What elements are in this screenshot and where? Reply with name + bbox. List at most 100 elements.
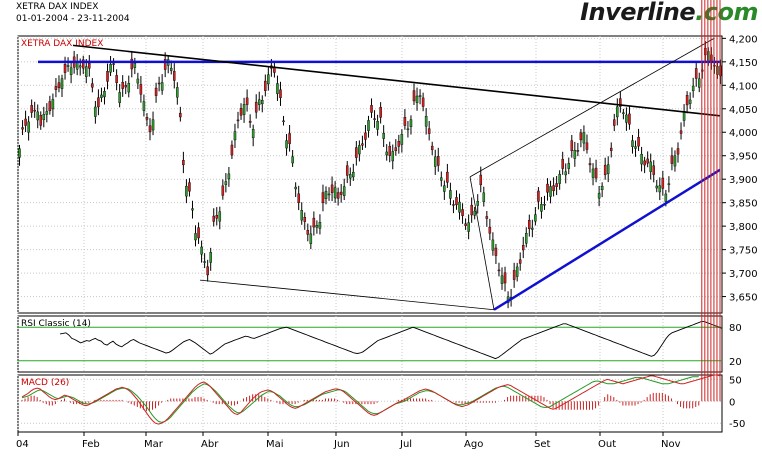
candle-body <box>497 269 501 272</box>
candle-body <box>33 109 36 112</box>
candle-body <box>239 108 243 116</box>
candle-body <box>227 173 231 180</box>
candle-body <box>461 209 464 216</box>
candle-body <box>100 94 103 98</box>
candle-body <box>540 204 543 212</box>
candle-body <box>464 223 467 226</box>
candle-body <box>361 143 364 146</box>
candle-body <box>688 99 692 104</box>
candle-body <box>613 119 616 126</box>
candle-body <box>345 165 349 176</box>
candle-body <box>157 82 161 85</box>
candle-body <box>163 59 167 70</box>
candle-body <box>267 74 270 85</box>
candle-body <box>176 87 179 98</box>
candle-body <box>121 82 124 89</box>
candle-body <box>179 112 182 118</box>
candle-body <box>355 147 358 158</box>
candle-body <box>443 185 446 192</box>
x-tick-label: Jun <box>333 439 350 450</box>
macd-line <box>21 374 721 425</box>
x-tick-label: Out <box>598 439 616 450</box>
macd-signal-line <box>21 376 699 423</box>
candle-body <box>142 101 146 111</box>
candle-body <box>482 192 486 202</box>
candle-body <box>588 163 592 166</box>
x-tick-label: Jul <box>399 439 412 450</box>
macd-tick-label: 0 <box>729 397 735 408</box>
candle-body <box>42 114 46 120</box>
price-tick-label: 3,800 <box>729 222 758 233</box>
candle-body <box>312 217 316 228</box>
candle-body <box>200 246 203 255</box>
candle-body <box>245 97 249 105</box>
candle-body <box>552 185 555 192</box>
candle-body <box>473 210 476 216</box>
candle-body <box>97 97 100 108</box>
price-tick-label: 3,700 <box>729 269 758 280</box>
candle-body <box>242 104 246 115</box>
candle-body <box>18 148 21 158</box>
candle-body <box>276 83 279 94</box>
candle-body <box>558 173 561 184</box>
candle-body <box>306 230 310 235</box>
candle-body <box>24 118 27 126</box>
lower-connector-line <box>199 279 495 311</box>
candle-body <box>285 140 288 149</box>
candle-body <box>327 193 331 196</box>
candle-body <box>106 70 109 82</box>
candle-body <box>118 92 121 103</box>
candle-body <box>485 216 489 219</box>
price-tick-label: 4,000 <box>729 128 758 139</box>
candle-body <box>567 163 571 169</box>
candle-body <box>512 270 516 280</box>
candle-body <box>394 147 398 151</box>
candle-body <box>36 111 39 121</box>
candle-body <box>130 58 134 70</box>
rsi-panel-frame <box>17 315 723 373</box>
candle-body <box>449 190 452 199</box>
candle-body <box>528 220 531 230</box>
candle-body <box>418 95 422 98</box>
candle-body <box>248 120 252 123</box>
candle-body <box>85 66 88 77</box>
candle-body <box>433 156 437 167</box>
candle-body <box>169 67 173 71</box>
price-tick-label: 3,950 <box>729 152 758 163</box>
candle-body <box>582 132 586 144</box>
candle-body <box>625 114 628 123</box>
candle-body <box>148 125 152 133</box>
candle-body <box>160 82 164 91</box>
candle-body <box>661 177 665 189</box>
candle-body <box>525 233 528 244</box>
price-panel-label: XETRA DAX INDEX <box>21 39 103 49</box>
candle-body <box>622 112 625 114</box>
candle-body <box>388 145 391 156</box>
brand-name: Inverline <box>580 0 696 26</box>
candle-body <box>151 119 155 131</box>
candle-body <box>437 156 440 166</box>
candle-body <box>94 106 97 117</box>
brand-logo: Inverline.com <box>580 0 758 26</box>
candle-body <box>233 131 237 141</box>
candle-body <box>406 128 410 131</box>
candle-body <box>382 133 385 139</box>
candle-body <box>224 181 228 185</box>
candle-body <box>646 158 649 164</box>
candle-body <box>182 160 185 166</box>
candle-body <box>63 64 67 73</box>
candle-body <box>349 174 352 179</box>
candle-body <box>39 114 43 126</box>
x-tick-label: 04 <box>16 439 29 450</box>
candle-body <box>133 63 137 68</box>
price-tick-label: 4,200 <box>729 34 758 45</box>
candle-body <box>376 121 379 130</box>
candle-body <box>564 171 567 176</box>
candle-body <box>324 190 328 199</box>
candle-body <box>300 210 303 221</box>
price-tick-label: 3,850 <box>729 199 758 210</box>
candle-body <box>619 98 622 107</box>
candle-body <box>221 185 225 196</box>
candle-body <box>45 111 49 115</box>
candle-body <box>203 261 206 263</box>
